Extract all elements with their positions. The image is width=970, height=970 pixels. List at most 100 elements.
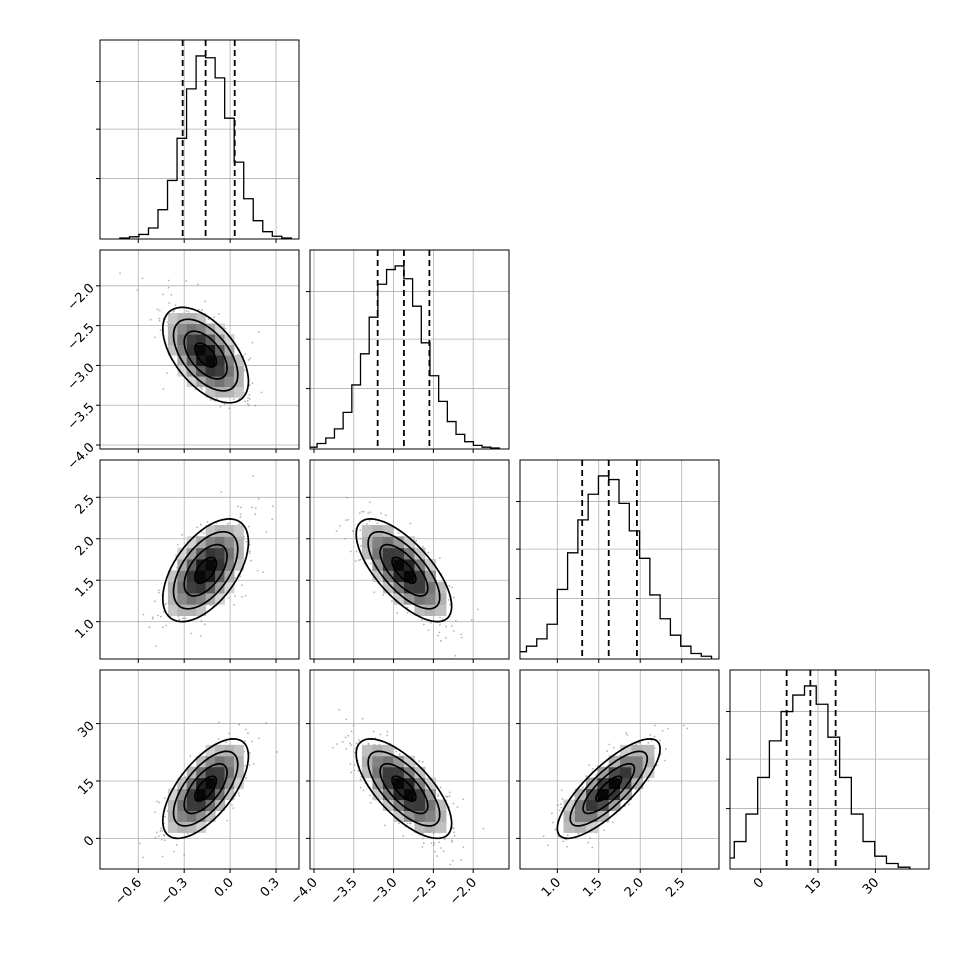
density-cell <box>361 525 373 537</box>
density-cell <box>215 755 225 768</box>
y-tick-label: 2.5 <box>72 492 97 517</box>
x-tick-label: 0.0 <box>212 875 237 900</box>
density-cell <box>361 744 373 757</box>
scatter-point <box>638 741 641 744</box>
density-cell <box>382 525 394 537</box>
scatter-point <box>437 793 439 796</box>
density-cell <box>196 821 207 833</box>
density-cell <box>205 355 216 367</box>
contour-level <box>595 775 623 802</box>
density-cell <box>186 592 197 605</box>
scatter-point <box>394 748 396 750</box>
density-cell <box>215 323 225 335</box>
density-cell <box>224 777 235 790</box>
panel-3-0: 0 15 30 −0.6 −0.3 0.0 0.3 <box>75 669 300 908</box>
scatter-point <box>157 614 159 617</box>
scatter-point <box>248 525 250 528</box>
density-cell <box>424 821 436 833</box>
density-cell <box>403 547 415 560</box>
scatter-point <box>460 858 463 861</box>
scatter-point <box>542 835 545 838</box>
scatter-point <box>248 384 251 387</box>
scatter-point <box>438 557 441 559</box>
panel-content-3-1 <box>310 670 509 869</box>
scatter-point <box>196 526 199 529</box>
scatter-point <box>238 723 241 726</box>
density-cell <box>424 788 436 801</box>
scatter-point <box>239 575 242 578</box>
scatter-point <box>585 775 588 778</box>
scatter-point <box>149 318 152 321</box>
scatter-point <box>209 604 212 607</box>
scatter-point <box>248 543 251 546</box>
scatter-point <box>546 844 549 847</box>
scatter-point <box>550 812 553 815</box>
scatter-point <box>156 308 159 311</box>
density-cell <box>631 777 644 790</box>
density-cell <box>224 744 235 757</box>
y-tick-label: −2.5 <box>65 321 98 354</box>
scatter-point <box>422 837 424 840</box>
scatter-point <box>476 608 479 611</box>
density-cell <box>177 313 188 325</box>
density-cell <box>196 558 207 571</box>
scatter-point <box>244 764 246 767</box>
scatter-point <box>452 630 455 632</box>
density-cell <box>224 536 235 549</box>
density-cell <box>563 821 576 833</box>
scatter-point <box>119 272 121 275</box>
density-cell <box>215 788 225 801</box>
x-tick-label: 30 <box>860 875 882 897</box>
density-cell <box>167 604 178 617</box>
scatter-point <box>245 777 248 780</box>
density-cell <box>224 355 235 367</box>
panel-1-0: −4.0 −3.5 −3.0 −2.5 −2.0 <box>65 249 300 473</box>
scatter-point <box>345 718 348 721</box>
scatter-point <box>245 540 248 543</box>
scatter-point <box>445 795 447 798</box>
density-cell <box>215 365 225 377</box>
x-tick-label: 2.0 <box>622 875 647 900</box>
scatter-point <box>172 310 175 313</box>
density-cell <box>424 810 436 822</box>
scatter-point <box>608 743 611 746</box>
contour-level <box>161 738 250 840</box>
density-cell <box>215 525 225 537</box>
scatter-point <box>200 634 202 637</box>
density-cell <box>631 744 644 757</box>
scatter-point <box>439 786 442 789</box>
scatter-point <box>626 733 628 736</box>
density-cell <box>233 386 244 398</box>
density-cell <box>186 536 197 549</box>
contour-level <box>391 556 417 584</box>
scatter-point <box>168 302 171 304</box>
contour-level <box>556 738 661 840</box>
contour-level <box>355 738 453 840</box>
scatter-point <box>438 841 440 844</box>
scatter-point <box>562 840 565 843</box>
scatter-point <box>178 618 181 621</box>
scatter-point <box>367 512 370 515</box>
panel-frame <box>99 39 300 240</box>
density-cell <box>205 744 216 757</box>
y-tick-label: −3.0 <box>65 360 98 393</box>
scatter-point <box>439 623 441 626</box>
scatter-point <box>409 522 412 525</box>
scatter-point <box>138 842 141 845</box>
scatter-point <box>589 837 591 840</box>
contour-level <box>194 775 218 802</box>
density-cell <box>403 536 415 549</box>
scatter-point <box>470 619 473 622</box>
density-cell <box>215 777 225 790</box>
density-cell <box>186 604 197 617</box>
density-cell <box>233 766 244 779</box>
scatter-point <box>612 821 614 824</box>
scatter-point <box>231 804 233 806</box>
x-tick-label: −2.0 <box>447 875 480 908</box>
scatter-point <box>176 543 179 546</box>
scatter-point <box>227 597 230 599</box>
density-cell <box>186 334 197 346</box>
scatter-point <box>362 510 365 513</box>
density-cell <box>177 323 188 335</box>
density-cell <box>205 525 216 537</box>
